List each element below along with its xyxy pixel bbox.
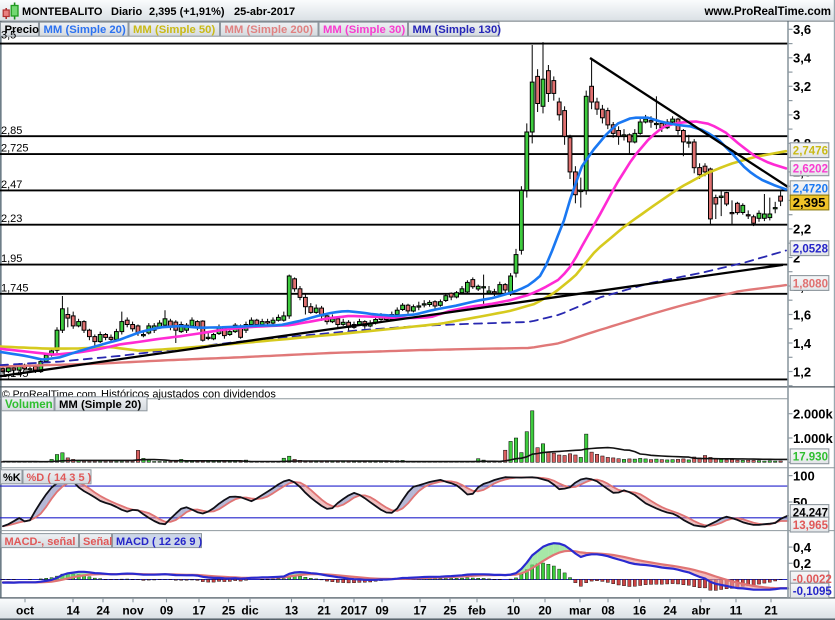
svg-text:MM (Simple 30): MM (Simple 30)	[323, 24, 405, 36]
svg-text:dic: dic	[241, 604, 259, 618]
svg-text:3: 3	[793, 108, 800, 123]
svg-text:2: 2	[793, 250, 800, 265]
svg-text:25: 25	[222, 604, 236, 618]
svg-text:0,4: 0,4	[793, 540, 812, 555]
svg-text:MM (Simple 20): MM (Simple 20)	[59, 399, 141, 411]
svg-text:08: 08	[601, 604, 615, 618]
svg-text:www.ProRealTime.com: www.ProRealTime.com	[703, 6, 831, 18]
svg-text:%K: %K	[3, 472, 21, 484]
svg-text:MM (Simple 200): MM (Simple 200)	[225, 24, 314, 36]
svg-text:1,8080: 1,8080	[793, 278, 828, 290]
svg-text:MONTEBALITO: MONTEBALITO	[22, 6, 103, 18]
svg-text:1,145: 1,145	[1, 368, 29, 380]
svg-text:2,6202: 2,6202	[793, 164, 828, 176]
svg-text:2,23: 2,23	[1, 213, 22, 225]
svg-text:feb: feb	[468, 604, 486, 618]
svg-text:mar: mar	[569, 604, 591, 618]
svg-text:MM (Simple 20): MM (Simple 20)	[44, 24, 126, 36]
svg-text:2017: 2017	[341, 604, 368, 618]
svg-text:3,4: 3,4	[793, 51, 812, 66]
svg-text:MACD ( 12 26 9 ): MACD ( 12 26 9 )	[116, 536, 203, 548]
svg-text:Precio: Precio	[5, 24, 40, 36]
svg-text:1,4: 1,4	[793, 336, 812, 351]
svg-text:2,395 (+1,91%): 2,395 (+1,91%)	[149, 6, 225, 18]
svg-text:13,965: 13,965	[793, 520, 829, 532]
svg-text:21: 21	[317, 604, 331, 618]
svg-text:25-abr-2017: 25-abr-2017	[234, 6, 295, 18]
svg-text:13: 13	[285, 604, 299, 618]
svg-text:100: 100	[793, 468, 815, 483]
svg-text:14: 14	[66, 604, 80, 618]
svg-text:17: 17	[413, 604, 427, 618]
svg-text:24: 24	[96, 604, 110, 618]
svg-text:2,725: 2,725	[1, 143, 29, 155]
svg-text:17: 17	[192, 604, 206, 618]
svg-text:-0,1095: -0,1095	[793, 586, 833, 598]
svg-text:24: 24	[663, 604, 677, 618]
svg-text:nov: nov	[122, 604, 144, 618]
svg-text:1,2: 1,2	[793, 364, 811, 379]
svg-text:1.000k: 1.000k	[793, 431, 834, 446]
svg-text:2.000k: 2.000k	[793, 407, 834, 422]
svg-text:2,2: 2,2	[793, 222, 811, 237]
svg-text:3,6: 3,6	[793, 22, 811, 37]
svg-text:2,47: 2,47	[1, 179, 22, 191]
svg-text:10: 10	[507, 604, 521, 618]
svg-text:abr: abr	[692, 604, 711, 618]
svg-text:3,5: 3,5	[1, 30, 16, 42]
svg-text:0,2: 0,2	[793, 556, 811, 571]
svg-text:%D ( 14 3 5 ): %D ( 14 3 5 )	[27, 472, 92, 484]
svg-text:1,95: 1,95	[1, 253, 22, 265]
svg-text:2,4720: 2,4720	[793, 184, 828, 196]
svg-text:1,745: 1,745	[1, 282, 29, 294]
svg-text:09: 09	[375, 604, 389, 618]
svg-text:Señal: Señal	[83, 536, 112, 548]
svg-text:1,6: 1,6	[793, 307, 811, 322]
svg-text:21: 21	[764, 604, 778, 618]
svg-text:2,0528: 2,0528	[793, 244, 829, 256]
svg-text:17.930: 17.930	[793, 452, 828, 464]
svg-text:11: 11	[730, 604, 743, 618]
svg-text:MM (Simple 130): MM (Simple 130)	[413, 24, 502, 36]
svg-text:2,85: 2,85	[1, 125, 22, 137]
svg-text:20: 20	[538, 604, 552, 618]
svg-text:oct: oct	[16, 604, 34, 618]
svg-text:09: 09	[160, 604, 174, 618]
svg-text:2,395: 2,395	[793, 195, 826, 210]
svg-text:16: 16	[633, 604, 647, 618]
svg-text:3,2: 3,2	[793, 79, 811, 94]
svg-text:MM (Simple 50): MM (Simple 50)	[133, 24, 215, 36]
svg-text:Diario: Diario	[111, 6, 142, 18]
svg-text:2,7476: 2,7476	[793, 146, 828, 158]
svg-text:25: 25	[443, 604, 457, 618]
svg-text:24,247: 24,247	[793, 507, 828, 519]
svg-text:Volumen: Volumen	[5, 399, 53, 411]
svg-text:MACD-, señal: MACD-, señal	[5, 536, 76, 548]
